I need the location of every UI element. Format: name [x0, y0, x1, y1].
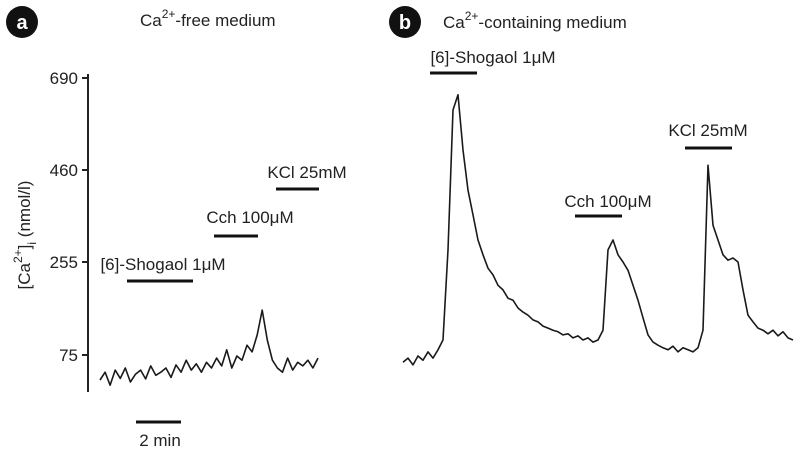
- trace: [99, 309, 319, 387]
- panel-title: Ca2+-free medium: [140, 7, 276, 30]
- label-part: [Ca: [15, 262, 34, 289]
- y-tick-label: 690: [50, 69, 78, 88]
- y-tick-label: 460: [50, 161, 78, 180]
- stimulus-label: KCl 25mM: [668, 121, 747, 140]
- stimulus-label: Cch 100μM: [206, 208, 293, 227]
- stimulus-label: [6]-Shogaol 1μM: [100, 255, 225, 274]
- panel-badge: [389, 6, 421, 38]
- stimulus-label: Cch 100μM: [564, 192, 651, 211]
- title-sup: 2+: [162, 7, 176, 21]
- y-axis-label: [Ca2+]i (nmol/l): [11, 181, 39, 290]
- panel-badge: [6, 6, 38, 38]
- title-part: -free medium: [175, 11, 275, 30]
- y-tick-label: 75: [59, 346, 78, 365]
- trace: [402, 94, 794, 366]
- label-part: (nmol/l): [15, 181, 34, 242]
- scale-bar-label: 2 min: [139, 431, 181, 450]
- y-tick-label: 255: [50, 253, 78, 272]
- title-sup: 2+: [465, 9, 479, 23]
- label-sub: i: [25, 242, 39, 245]
- label-sup: 2+: [11, 249, 25, 263]
- stimulus-label: KCl 25mM: [267, 163, 346, 182]
- title-part: -containing medium: [478, 13, 626, 32]
- panel-label: a: [16, 12, 28, 34]
- panel-title: Ca2+-containing medium: [443, 9, 627, 32]
- panel-label: b: [399, 12, 411, 34]
- label-part: ]: [15, 245, 34, 250]
- title-part: Ca: [443, 13, 465, 32]
- title-part: Ca: [140, 11, 162, 30]
- stimulus-label: [6]-Shogaol 1μM: [430, 48, 555, 67]
